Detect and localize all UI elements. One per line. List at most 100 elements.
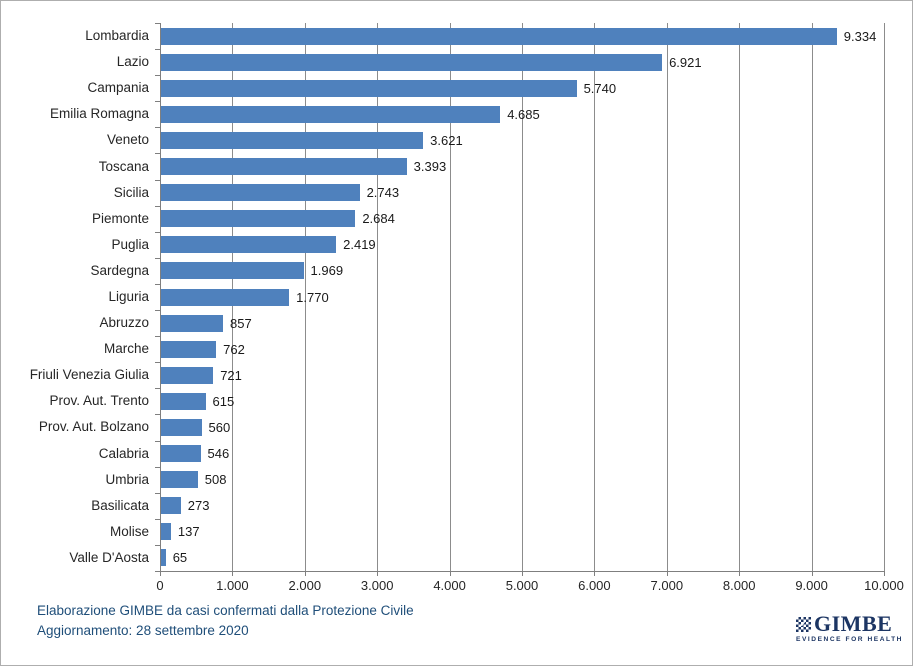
value-tick bbox=[232, 571, 234, 576]
bar-liguria bbox=[161, 288, 290, 306]
bar-sardegna bbox=[161, 262, 304, 280]
bar-toscana bbox=[161, 158, 407, 176]
category-tick bbox=[155, 179, 160, 181]
value-tick bbox=[304, 571, 306, 576]
bar-piemonte bbox=[161, 210, 356, 228]
category-tick bbox=[155, 257, 160, 259]
value-label: 1.770 bbox=[296, 289, 329, 305]
value-label: 2.419 bbox=[343, 237, 376, 253]
category-label: Lazio bbox=[116, 54, 149, 70]
value-tick bbox=[449, 571, 451, 576]
gridline bbox=[884, 23, 885, 571]
bar-valle-d-aosta bbox=[161, 549, 166, 567]
footer-source-line: Elaborazione GIMBE da casi confermati da… bbox=[37, 603, 414, 618]
gridline bbox=[304, 23, 306, 571]
category-label: Calabria bbox=[98, 445, 149, 461]
category-tick bbox=[155, 518, 160, 520]
value-label: 137 bbox=[177, 524, 200, 540]
logo-wordmark: GIMBE bbox=[814, 611, 893, 636]
gridline bbox=[811, 23, 813, 571]
bar-basilicata bbox=[161, 497, 181, 515]
category-label: Toscana bbox=[98, 158, 149, 174]
category-label: Valle D'Aosta bbox=[69, 549, 149, 565]
value-label: 9.334 bbox=[843, 28, 877, 44]
value-tick bbox=[522, 571, 523, 576]
x-tick-label: 9.000 bbox=[795, 578, 828, 593]
gridline bbox=[739, 23, 741, 571]
value-label: 273 bbox=[187, 498, 210, 514]
value-label: 6.921 bbox=[669, 54, 702, 70]
value-tick bbox=[160, 571, 161, 576]
category-label: Sardegna bbox=[90, 262, 149, 278]
bar-sicilia bbox=[161, 184, 360, 202]
bar-molise bbox=[161, 523, 171, 541]
bar-prov-aut-bolzano bbox=[161, 418, 202, 436]
bar-umbria bbox=[161, 471, 198, 489]
x-tick-label: 2.000 bbox=[288, 578, 322, 593]
category-label: Abruzzo bbox=[99, 315, 149, 331]
bar-puglia bbox=[161, 236, 337, 254]
category-label: Emilia Romagna bbox=[49, 106, 149, 122]
gridline bbox=[522, 23, 523, 571]
bar-friuli-venezia-giulia bbox=[161, 366, 214, 384]
category-label: Prov. Aut. Trento bbox=[49, 393, 149, 409]
gridline bbox=[594, 23, 596, 571]
value-tick bbox=[884, 571, 885, 576]
x-tick-label: 5.000 bbox=[505, 578, 539, 593]
gimbe-logo: ✓ GIMBE EVIDENCE FOR HEALTH bbox=[796, 613, 903, 643]
category-label: Basilicata bbox=[91, 497, 149, 513]
category-label: Umbria bbox=[105, 471, 149, 487]
category-tick bbox=[155, 414, 160, 416]
category-label: Veneto bbox=[106, 132, 149, 148]
x-tick-label: 8.000 bbox=[722, 578, 756, 593]
value-label: 1.969 bbox=[310, 263, 344, 279]
bar-marche bbox=[161, 340, 217, 358]
value-tick bbox=[594, 571, 596, 576]
category-tick bbox=[155, 492, 160, 494]
value-label: 857 bbox=[230, 315, 252, 331]
category-tick bbox=[155, 49, 160, 51]
x-tick-label: 4.000 bbox=[433, 578, 466, 593]
category-tick bbox=[155, 440, 160, 442]
x-tick-label: 10.000 bbox=[864, 578, 904, 593]
category-tick bbox=[155, 388, 160, 390]
category-tick bbox=[155, 336, 160, 338]
value-label: 2.684 bbox=[362, 211, 395, 227]
category-tick bbox=[155, 75, 160, 77]
footer-update-line: Aggiornamento: 28 settembre 2020 bbox=[37, 623, 249, 638]
value-tick bbox=[666, 571, 668, 576]
gridline bbox=[449, 23, 451, 571]
value-label: 3.621 bbox=[430, 132, 463, 148]
value-label: 5.740 bbox=[583, 80, 617, 96]
category-label: Lombardia bbox=[85, 28, 149, 44]
category-label: Campania bbox=[87, 80, 149, 96]
x-tick-label: 6.000 bbox=[578, 578, 611, 593]
value-label: 508 bbox=[204, 472, 227, 488]
bar-prov-aut-trento bbox=[161, 392, 206, 410]
category-tick bbox=[155, 127, 160, 129]
category-label: Prov. Aut. Bolzano bbox=[38, 419, 149, 435]
bar-veneto bbox=[161, 131, 424, 149]
category-label: Molise bbox=[109, 523, 149, 539]
category-label: Friuli Venezia Giulia bbox=[29, 367, 149, 383]
category-tick bbox=[155, 101, 160, 103]
value-tick bbox=[739, 571, 741, 576]
category-tick bbox=[155, 362, 160, 364]
value-label: 3.393 bbox=[413, 159, 447, 175]
category-tick bbox=[155, 466, 160, 468]
bar-abruzzo bbox=[161, 314, 224, 332]
category-label: Sicilia bbox=[113, 184, 149, 200]
value-label: 65 bbox=[172, 550, 188, 566]
value-tick bbox=[377, 571, 379, 576]
category-tick bbox=[155, 283, 160, 285]
category-tick bbox=[155, 571, 160, 572]
x-tick-label: 1.000 bbox=[216, 578, 249, 593]
value-label: 2.743 bbox=[366, 185, 400, 201]
logo-tagline: EVIDENCE FOR HEALTH bbox=[796, 636, 903, 643]
category-label: Liguria bbox=[108, 289, 149, 304]
category-label: Puglia bbox=[111, 236, 149, 252]
category-tick bbox=[155, 544, 160, 546]
value-label: 762 bbox=[223, 341, 245, 357]
category-tick bbox=[155, 231, 160, 233]
value-label: 615 bbox=[212, 393, 235, 409]
